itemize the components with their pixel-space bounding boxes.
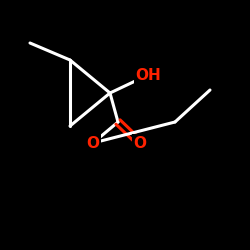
Text: OH: OH (135, 68, 161, 82)
Text: O: O (134, 136, 146, 150)
Text: O: O (86, 136, 100, 150)
